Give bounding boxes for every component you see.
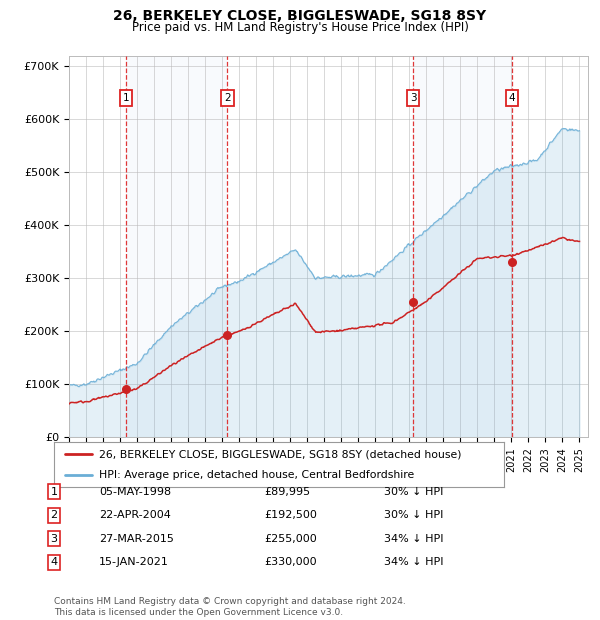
Text: £255,000: £255,000: [264, 534, 317, 544]
Text: £89,995: £89,995: [264, 487, 310, 497]
Bar: [413, 56, 512, 437]
Text: 1: 1: [122, 93, 130, 103]
Text: 34% ↓ HPI: 34% ↓ HPI: [384, 534, 443, 544]
Text: 30% ↓ HPI: 30% ↓ HPI: [384, 510, 443, 520]
Text: 15-JAN-2021: 15-JAN-2021: [99, 557, 169, 567]
Text: 3: 3: [410, 93, 416, 103]
Text: 26, BERKELEY CLOSE, BIGGLESWADE, SG18 8SY (detached house): 26, BERKELEY CLOSE, BIGGLESWADE, SG18 8S…: [99, 449, 461, 459]
Bar: [126, 56, 227, 437]
Text: 34% ↓ HPI: 34% ↓ HPI: [384, 557, 443, 567]
Text: 4: 4: [50, 557, 58, 567]
Text: 2: 2: [224, 93, 231, 103]
Text: 05-MAY-1998: 05-MAY-1998: [99, 487, 171, 497]
Text: 30% ↓ HPI: 30% ↓ HPI: [384, 487, 443, 497]
Text: Price paid vs. HM Land Registry's House Price Index (HPI): Price paid vs. HM Land Registry's House …: [131, 21, 469, 34]
Text: 22-APR-2004: 22-APR-2004: [99, 510, 171, 520]
Text: HPI: Average price, detached house, Central Bedfordshire: HPI: Average price, detached house, Cent…: [99, 469, 414, 480]
Text: Contains HM Land Registry data © Crown copyright and database right 2024.
This d: Contains HM Land Registry data © Crown c…: [54, 598, 406, 617]
Text: £192,500: £192,500: [264, 510, 317, 520]
Text: 3: 3: [50, 534, 58, 544]
Text: 2: 2: [50, 510, 58, 520]
Text: 27-MAR-2015: 27-MAR-2015: [99, 534, 174, 544]
Text: £330,000: £330,000: [264, 557, 317, 567]
Text: 1: 1: [50, 487, 58, 497]
Text: 26, BERKELEY CLOSE, BIGGLESWADE, SG18 8SY: 26, BERKELEY CLOSE, BIGGLESWADE, SG18 8S…: [113, 9, 487, 24]
Text: 4: 4: [509, 93, 515, 103]
